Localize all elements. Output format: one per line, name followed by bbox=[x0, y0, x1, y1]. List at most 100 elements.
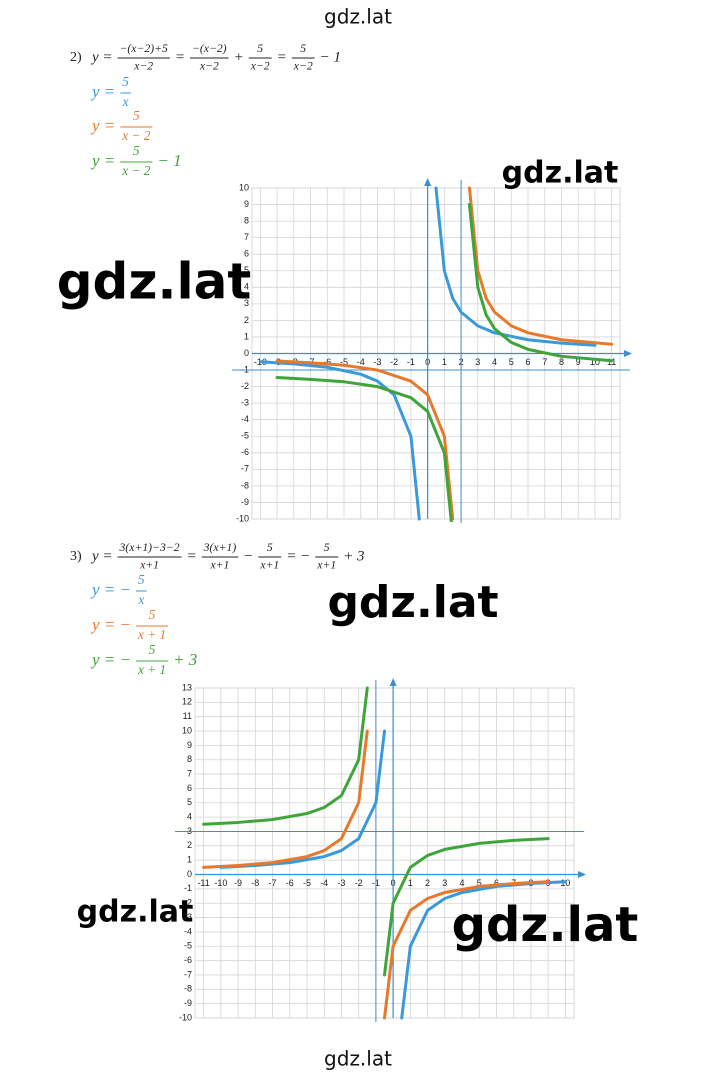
fraction-denominator: x+1 bbox=[139, 558, 159, 571]
fraction-numerator: 5 bbox=[133, 143, 140, 158]
fraction-denominator: x+1 bbox=[316, 558, 336, 571]
x-tick-label: -2 bbox=[355, 878, 363, 888]
y-tick-label: 5 bbox=[244, 265, 249, 275]
watermark: gdz.lat bbox=[502, 156, 619, 191]
watermark: gdz.lat bbox=[327, 577, 498, 628]
y-axis-arrow bbox=[389, 678, 397, 686]
equation-text: + bbox=[234, 49, 244, 65]
fraction-numerator: 5 bbox=[149, 607, 156, 622]
y-tick-label: -6 bbox=[241, 447, 249, 457]
fraction-denominator: x − 2 bbox=[121, 128, 150, 143]
x-tick-label: -4 bbox=[357, 357, 365, 367]
equation-text: − bbox=[243, 548, 253, 564]
x-tick-label: -6 bbox=[286, 878, 294, 888]
x-tick-label: -5 bbox=[303, 878, 311, 888]
watermark: gdz.lat bbox=[324, 5, 392, 29]
y-tick-label: -9 bbox=[184, 998, 192, 1008]
y-tick-label: 0 bbox=[187, 869, 192, 879]
y-tick-label: 9 bbox=[244, 199, 249, 209]
equation-text: y = − bbox=[90, 615, 131, 634]
x-tick-label: -3 bbox=[373, 357, 381, 367]
x-tick-label: 5 bbox=[477, 878, 482, 888]
x-tick-label: -2 bbox=[390, 357, 398, 367]
y-tick-label: 8 bbox=[187, 754, 192, 764]
y-tick-label: 8 bbox=[244, 215, 249, 225]
y-tick-label: -3 bbox=[184, 912, 192, 922]
x-tick-label: 10 bbox=[590, 357, 600, 367]
y-tick-label: -7 bbox=[241, 464, 249, 474]
y-tick-label: 4 bbox=[187, 812, 192, 822]
equation-text: = bbox=[187, 548, 197, 564]
y-tick-label: 10 bbox=[239, 182, 249, 192]
x-tick-label: 3 bbox=[442, 878, 447, 888]
x-tick-label: 1 bbox=[408, 878, 413, 888]
y-tick-label: -10 bbox=[236, 513, 249, 523]
fraction-numerator: 5 bbox=[300, 42, 306, 55]
x-axis-arrow bbox=[624, 350, 632, 357]
x-tick-label: -10 bbox=[214, 878, 227, 888]
y-tick-label: -5 bbox=[184, 941, 192, 951]
fraction-numerator: 5 bbox=[122, 74, 129, 89]
fraction-numerator: 5 bbox=[149, 642, 156, 657]
fraction-denominator: x−2 bbox=[199, 59, 219, 72]
y-tick-label: -4 bbox=[184, 926, 192, 936]
fraction-denominator: x − 2 bbox=[121, 163, 150, 178]
y-axis-arrow bbox=[424, 178, 432, 186]
y-tick-label: -7 bbox=[184, 969, 192, 979]
x-tick-label: 6 bbox=[525, 357, 530, 367]
fraction-numerator: 5 bbox=[267, 541, 273, 554]
y-tick-label: 12 bbox=[182, 697, 192, 707]
x-tick-label: 4 bbox=[460, 878, 465, 888]
problem-number: 2) bbox=[70, 50, 82, 65]
equation-text: = bbox=[175, 49, 185, 65]
series-line bbox=[275, 186, 614, 521]
equation-text: y = bbox=[90, 548, 113, 564]
x-tick-label: -4 bbox=[320, 878, 328, 888]
x-tick-label: -7 bbox=[269, 878, 277, 888]
x-tick-label: 5 bbox=[509, 357, 514, 367]
fraction-numerator: −(x−2) bbox=[192, 42, 227, 55]
y-tick-label: -2 bbox=[184, 898, 192, 908]
fraction-denominator: x bbox=[137, 592, 144, 607]
fraction-denominator: x−2 bbox=[250, 59, 270, 72]
equation-text: + 3 bbox=[173, 650, 197, 669]
x-tick-label: 4 bbox=[492, 357, 497, 367]
watermark: gdz.lat bbox=[324, 1047, 392, 1071]
y-tick-label: 1 bbox=[244, 331, 249, 341]
x-tick-label: -6 bbox=[323, 357, 331, 367]
y-tick-label: 3 bbox=[187, 826, 192, 836]
watermark: gdz.lat bbox=[77, 895, 194, 930]
x-tick-label: -11 bbox=[197, 878, 209, 888]
y-tick-label: -9 bbox=[241, 497, 249, 507]
y-tick-label: 9 bbox=[187, 740, 192, 750]
equation-text: + 3 bbox=[343, 548, 364, 564]
y-tick-label: 5 bbox=[187, 797, 192, 807]
x-tick-label: 8 bbox=[559, 357, 564, 367]
x-tick-label: -3 bbox=[337, 878, 345, 888]
x-tick-label: -9 bbox=[234, 878, 242, 888]
y-tick-label: 1 bbox=[187, 855, 192, 865]
series-line bbox=[275, 203, 614, 522]
y-tick-label: 13 bbox=[182, 682, 192, 692]
equation-text: y = bbox=[90, 151, 115, 170]
watermark: gdz.lat bbox=[452, 897, 639, 953]
fraction-denominator: x bbox=[122, 94, 129, 109]
fraction-numerator: 5 bbox=[133, 108, 140, 123]
problem-number: 3) bbox=[70, 549, 82, 564]
equation-text: y = − bbox=[90, 650, 131, 669]
equation-text: y = bbox=[90, 116, 115, 135]
y-tick-label: -5 bbox=[241, 431, 249, 441]
x-tick-label: -8 bbox=[251, 878, 259, 888]
series-line bbox=[258, 186, 597, 521]
y-tick-label: 4 bbox=[244, 282, 249, 292]
y-tick-label: -8 bbox=[184, 984, 192, 994]
equation-text: y = bbox=[90, 49, 113, 65]
x-tick-label: 9 bbox=[576, 357, 581, 367]
y-tick-label: 6 bbox=[244, 249, 249, 259]
equation-text: − 1 bbox=[157, 151, 181, 170]
y-tick-label: 0 bbox=[244, 348, 249, 358]
fraction-numerator: −(x−2)+5 bbox=[120, 42, 168, 55]
fraction-numerator: 3(x+1) bbox=[203, 541, 237, 554]
y-tick-label: 2 bbox=[244, 315, 249, 325]
